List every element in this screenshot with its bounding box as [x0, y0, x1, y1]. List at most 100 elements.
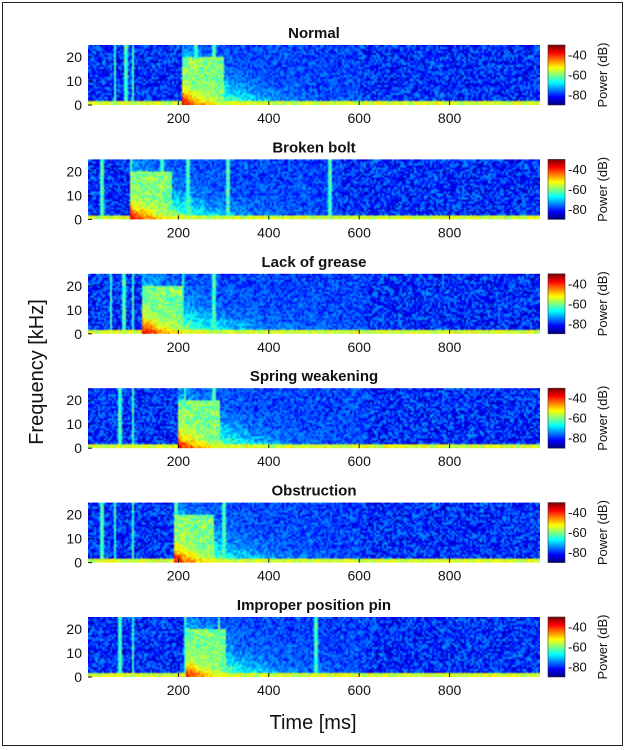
spectrogram-panel: Normal 0 10 20 200 400 600 800 -40 -60 -80 Power (d…: [66, 25, 610, 126]
colorbar-tick-label: -60: [568, 411, 587, 426]
colorbar: [548, 617, 565, 677]
colorbar-label: Power (dB): [595, 271, 610, 336]
x-tick-label: 400: [257, 682, 281, 698]
colorbar-border: [547, 44, 566, 106]
y-tick-label: 0: [74, 211, 82, 227]
x-tick-label: 400: [257, 339, 281, 355]
y-tick-label: 20: [66, 163, 82, 179]
y-tick-label: 0: [74, 97, 82, 113]
spectrogram-image: [88, 502, 540, 563]
colorbar-tick-label: -80: [568, 545, 587, 560]
y-tick-label: 0: [74, 326, 82, 342]
colorbar-tick-label: -80: [568, 431, 587, 446]
colorbar-label: Power (dB): [595, 386, 610, 451]
colorbar-border: [547, 159, 566, 220]
x-tick-label: 200: [167, 224, 191, 240]
x-tick-label: 800: [438, 682, 462, 698]
x-tick-label: 600: [348, 339, 372, 355]
colorbar-tick-label: -60: [568, 640, 587, 655]
spectrogram-panel: Obstruction 0 10 20 200 400 600 800 -40 -60 -80 Pow…: [66, 483, 610, 584]
colorbar-tick-label: -80: [568, 88, 587, 103]
colorbar-tick-label: -40: [568, 48, 587, 63]
x-tick-label: 200: [167, 339, 191, 355]
spectrogram-image: [88, 388, 540, 449]
y-tick-label: 10: [66, 73, 82, 89]
colorbar-label: Power (dB): [595, 157, 610, 222]
x-tick-label: 200: [167, 453, 191, 469]
spectrogram-panel: Improper position pin 0 10 20 200 400 600 800 -4…: [66, 597, 610, 698]
colorbar-tick-label: -60: [568, 182, 587, 197]
y-tick-label: 20: [66, 507, 82, 523]
colorbar: [548, 273, 565, 334]
y-tick-label: 20: [66, 621, 82, 637]
x-tick-label: 600: [348, 110, 372, 126]
colorbar-tick-label: -80: [568, 316, 587, 331]
spectrogram-panel: Broken bolt 0 10 20 200 400 600 800 -40 -60 -80 Pow…: [66, 139, 610, 240]
panel-title: Broken bolt: [272, 139, 355, 156]
panel-title: Spring weakening: [250, 368, 378, 385]
colorbar-label: Power (dB): [595, 42, 610, 107]
colorbar-tick-label: -40: [568, 162, 587, 177]
x-tick-label: 800: [438, 339, 462, 355]
panel-title: Lack of grease: [261, 254, 366, 271]
y-tick-label: 0: [74, 440, 82, 456]
x-tick-label: 600: [348, 682, 372, 698]
x-tick-label: 400: [257, 568, 281, 584]
panel-title: Normal: [288, 25, 340, 42]
panel-title: Improper position pin: [237, 597, 391, 614]
spectrogram-image: [88, 45, 540, 105]
x-tick-label: 200: [167, 568, 191, 584]
y-tick-label: 0: [74, 555, 82, 571]
colorbar-border: [547, 616, 566, 678]
x-tick-label: 400: [257, 110, 281, 126]
x-tick-label: 200: [167, 110, 191, 126]
x-tick-label: 800: [438, 568, 462, 584]
x-tick-label: 400: [257, 453, 281, 469]
colorbar-tick-label: -60: [568, 68, 587, 83]
y-tick-label: 20: [66, 392, 82, 408]
x-tick-label: 800: [438, 453, 462, 469]
x-tick-label: 600: [348, 453, 372, 469]
x-tick-label: 800: [438, 224, 462, 240]
colorbar-border: [547, 502, 566, 563]
colorbar-tick-label: -40: [568, 276, 587, 291]
colorbar-tick-label: -60: [568, 296, 587, 311]
spectrogram-panel: Lack of grease 0 10 20 200 400 600 800 -40 -60 -80…: [66, 254, 610, 355]
colorbar: [548, 159, 565, 220]
x-tick-label: 800: [438, 110, 462, 126]
colorbar-tick-label: -60: [568, 525, 587, 540]
y-tick-label: 10: [66, 416, 82, 432]
colorbar: [548, 502, 565, 563]
x-tick-label: 600: [348, 224, 372, 240]
colorbar: [548, 45, 565, 105]
y-tick-label: 20: [66, 49, 82, 65]
colorbar-tick-label: -80: [568, 202, 587, 217]
panel-title: Obstruction: [272, 483, 357, 500]
colorbar-tick-label: -40: [568, 505, 587, 520]
colorbar-border: [547, 273, 566, 335]
y-axis-label: Frequency [kHz]: [26, 299, 48, 445]
x-tick-label: 400: [257, 224, 281, 240]
colorbar: [548, 388, 565, 449]
y-tick-label: 10: [66, 302, 82, 318]
spectrogram-panel: Spring weakening 0 10 20 200 400 600 800 -40 -60 -…: [66, 368, 610, 469]
x-tick-label: 600: [348, 568, 372, 584]
colorbar-label: Power (dB): [595, 614, 610, 679]
y-tick-label: 0: [74, 669, 82, 685]
spectrogram-image: [88, 617, 540, 677]
colorbar-tick-label: -80: [568, 660, 587, 675]
colorbar-tick-label: -40: [568, 391, 587, 406]
y-tick-label: 20: [66, 278, 82, 294]
y-tick-label: 10: [66, 531, 82, 547]
y-tick-label: 10: [66, 645, 82, 661]
colorbar-border: [547, 387, 566, 449]
colorbar-label: Power (dB): [595, 500, 610, 565]
x-axis-label: Time [ms]: [269, 712, 356, 734]
y-tick-label: 10: [66, 187, 82, 203]
x-tick-label: 200: [167, 682, 191, 698]
colorbar-tick-label: -40: [568, 620, 587, 635]
spectrogram-image: [88, 273, 540, 334]
